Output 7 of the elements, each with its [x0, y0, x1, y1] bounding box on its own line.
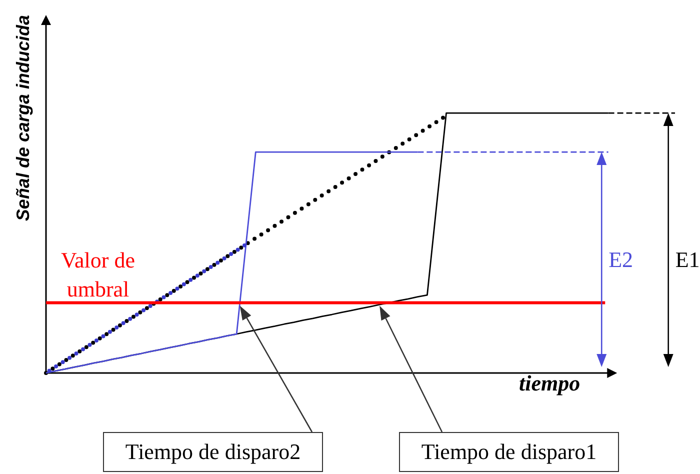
callout-box: Tiempo de disparo1 — [399, 432, 619, 472]
y-axis-title: Señal de carga inducida — [12, 15, 33, 222]
annotation: E2 — [608, 246, 634, 272]
ref-line-label: Valor de umbral — [61, 248, 135, 302]
annotation: E1 — [675, 246, 700, 272]
callout-box: Tiempo de disparo2 — [103, 432, 323, 472]
x-axis-title: tiempo — [519, 370, 580, 396]
